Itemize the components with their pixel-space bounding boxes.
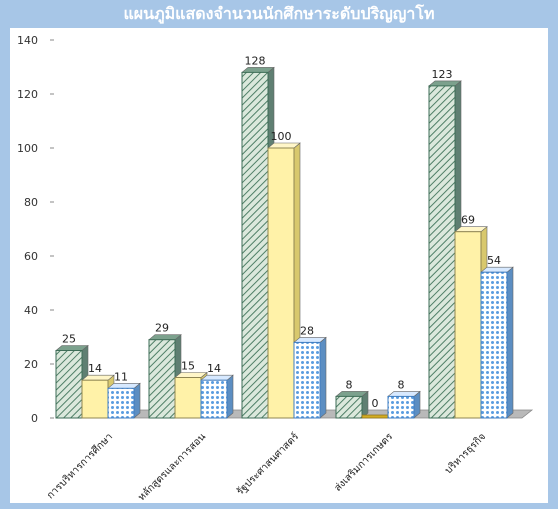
data-label: 8 [398,378,405,391]
data-label: 69 [461,214,475,227]
bar-top-face [200,374,234,381]
bar [293,341,321,419]
category-label: การบริหารการศึกษา [44,431,115,502]
data-label: 14 [88,362,102,375]
bar [480,271,508,419]
bar-top-face [55,345,89,351]
bar-top-face [107,382,141,389]
data-label: 8 [346,378,353,391]
category-label: หลักสูตรและการสอน [136,431,208,503]
bar-top-face [293,337,327,343]
y-tick-label: 100 [17,142,38,155]
data-label: 128 [245,54,266,67]
y-tick-label: 140 [17,34,38,47]
bar [107,387,135,419]
y-tick-label: 60 [24,250,38,263]
data-label: 14 [207,362,221,375]
bar-top-face [241,67,275,73]
data-label: 123 [432,68,453,81]
bar [241,71,269,419]
bar [267,147,295,419]
data-label: 0 [372,397,379,410]
bar-top-face [387,391,421,397]
bar [81,379,109,419]
data-label: 29 [155,322,169,335]
y-tick-label: 0 [31,412,38,425]
category-label: รัฐประศาสนศาสตร์ [234,430,301,497]
bar [428,85,456,419]
data-label: 54 [487,254,501,267]
bar-side-face [133,382,141,419]
bar [174,377,202,419]
y-tick-label: 80 [24,196,38,209]
bar [454,231,482,419]
bar [200,379,228,419]
bar [361,414,389,419]
bar-side-face [319,336,327,419]
bar-top-face [428,80,462,87]
bar-top-face [267,142,301,149]
bar-top-face [148,334,182,341]
bar-top-face [480,266,514,273]
bar-side-face [506,266,514,419]
bar-top-face [454,226,488,232]
y-tick-label: 40 [24,304,38,317]
data-label: 25 [62,333,76,346]
bar-side-face [226,374,234,419]
chart-title: แผนภูมิแสดงจำนวนนักศึกษาระดับปริญญาโท [123,4,435,23]
data-label: 100 [271,130,292,143]
data-label: 28 [300,324,314,337]
category-label: ส่งเสริมการเกษตร [333,431,396,494]
bar [148,339,176,419]
data-label: 11 [114,370,128,383]
y-tick-label: 120 [17,88,38,101]
bar [55,350,83,419]
y-tick-label: 20 [24,358,38,371]
bar [387,395,415,419]
bar [335,395,363,419]
bar-top-face [174,372,208,378]
category-label: บริหารธุรกิจ [443,431,488,476]
bar-top-face [335,391,369,397]
bar-top-face [81,374,115,381]
data-label: 15 [181,360,195,373]
